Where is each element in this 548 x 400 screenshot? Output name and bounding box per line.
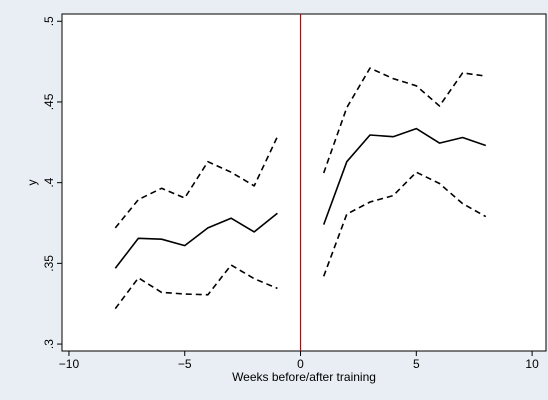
x-tick-label: 5 [413,357,420,371]
y-tick-label: .35 [42,255,56,272]
x-tick-label: −10 [59,357,80,371]
y-tick-label: .4 [42,177,56,187]
series-estimate-after [322,127,487,225]
series-lower-ci-after [322,171,487,277]
series-upper-ci-before [114,136,279,229]
y-axis: .3 .35 .4 .45 .5 [42,16,62,349]
plot-area [61,13,547,352]
x-axis-label: Weeks before/after training [232,370,376,384]
y-tick-label: .5 [42,16,56,26]
x-tick-label: 0 [297,357,304,371]
series-estimate-before [114,212,278,269]
y-axis-label: y [25,180,39,186]
x-tick-label: 10 [525,357,539,371]
y-tick-label: .45 [42,93,56,110]
series-upper-ci-after [322,67,486,174]
x-axis: −10 −5 0 5 10 [59,351,539,371]
x-tick-label: −5 [178,357,192,371]
series-lower-ci-before [114,264,278,310]
series-layer [114,67,487,310]
y-tick-label: .3 [42,339,56,349]
